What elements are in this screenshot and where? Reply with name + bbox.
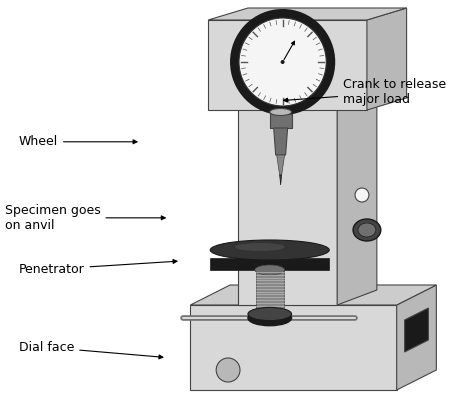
Text: Wheel: Wheel — [19, 135, 137, 148]
Polygon shape — [191, 285, 437, 305]
Ellipse shape — [255, 265, 284, 275]
Circle shape — [239, 18, 326, 106]
Circle shape — [216, 358, 240, 382]
Ellipse shape — [235, 243, 284, 251]
Text: Specimen goes
on anvil: Specimen goes on anvil — [5, 204, 165, 232]
Ellipse shape — [358, 223, 376, 237]
Polygon shape — [280, 175, 282, 185]
Polygon shape — [273, 128, 288, 155]
Polygon shape — [405, 308, 428, 352]
Text: Crank to release
major load: Crank to release major load — [284, 79, 446, 106]
Ellipse shape — [353, 219, 381, 241]
Polygon shape — [208, 8, 407, 20]
Circle shape — [281, 60, 284, 64]
Polygon shape — [191, 305, 397, 390]
Ellipse shape — [248, 310, 292, 326]
Ellipse shape — [270, 109, 292, 115]
Polygon shape — [337, 65, 377, 305]
Text: Penetrator: Penetrator — [19, 259, 177, 276]
Ellipse shape — [248, 307, 292, 321]
Polygon shape — [277, 155, 284, 175]
Polygon shape — [238, 80, 337, 305]
Polygon shape — [270, 112, 292, 128]
Polygon shape — [397, 285, 437, 390]
Polygon shape — [208, 20, 367, 110]
Ellipse shape — [210, 240, 329, 260]
Polygon shape — [210, 258, 329, 270]
Circle shape — [355, 188, 369, 202]
Circle shape — [231, 10, 334, 114]
Polygon shape — [256, 270, 283, 310]
Polygon shape — [367, 8, 407, 110]
Text: Dial face: Dial face — [19, 341, 163, 359]
